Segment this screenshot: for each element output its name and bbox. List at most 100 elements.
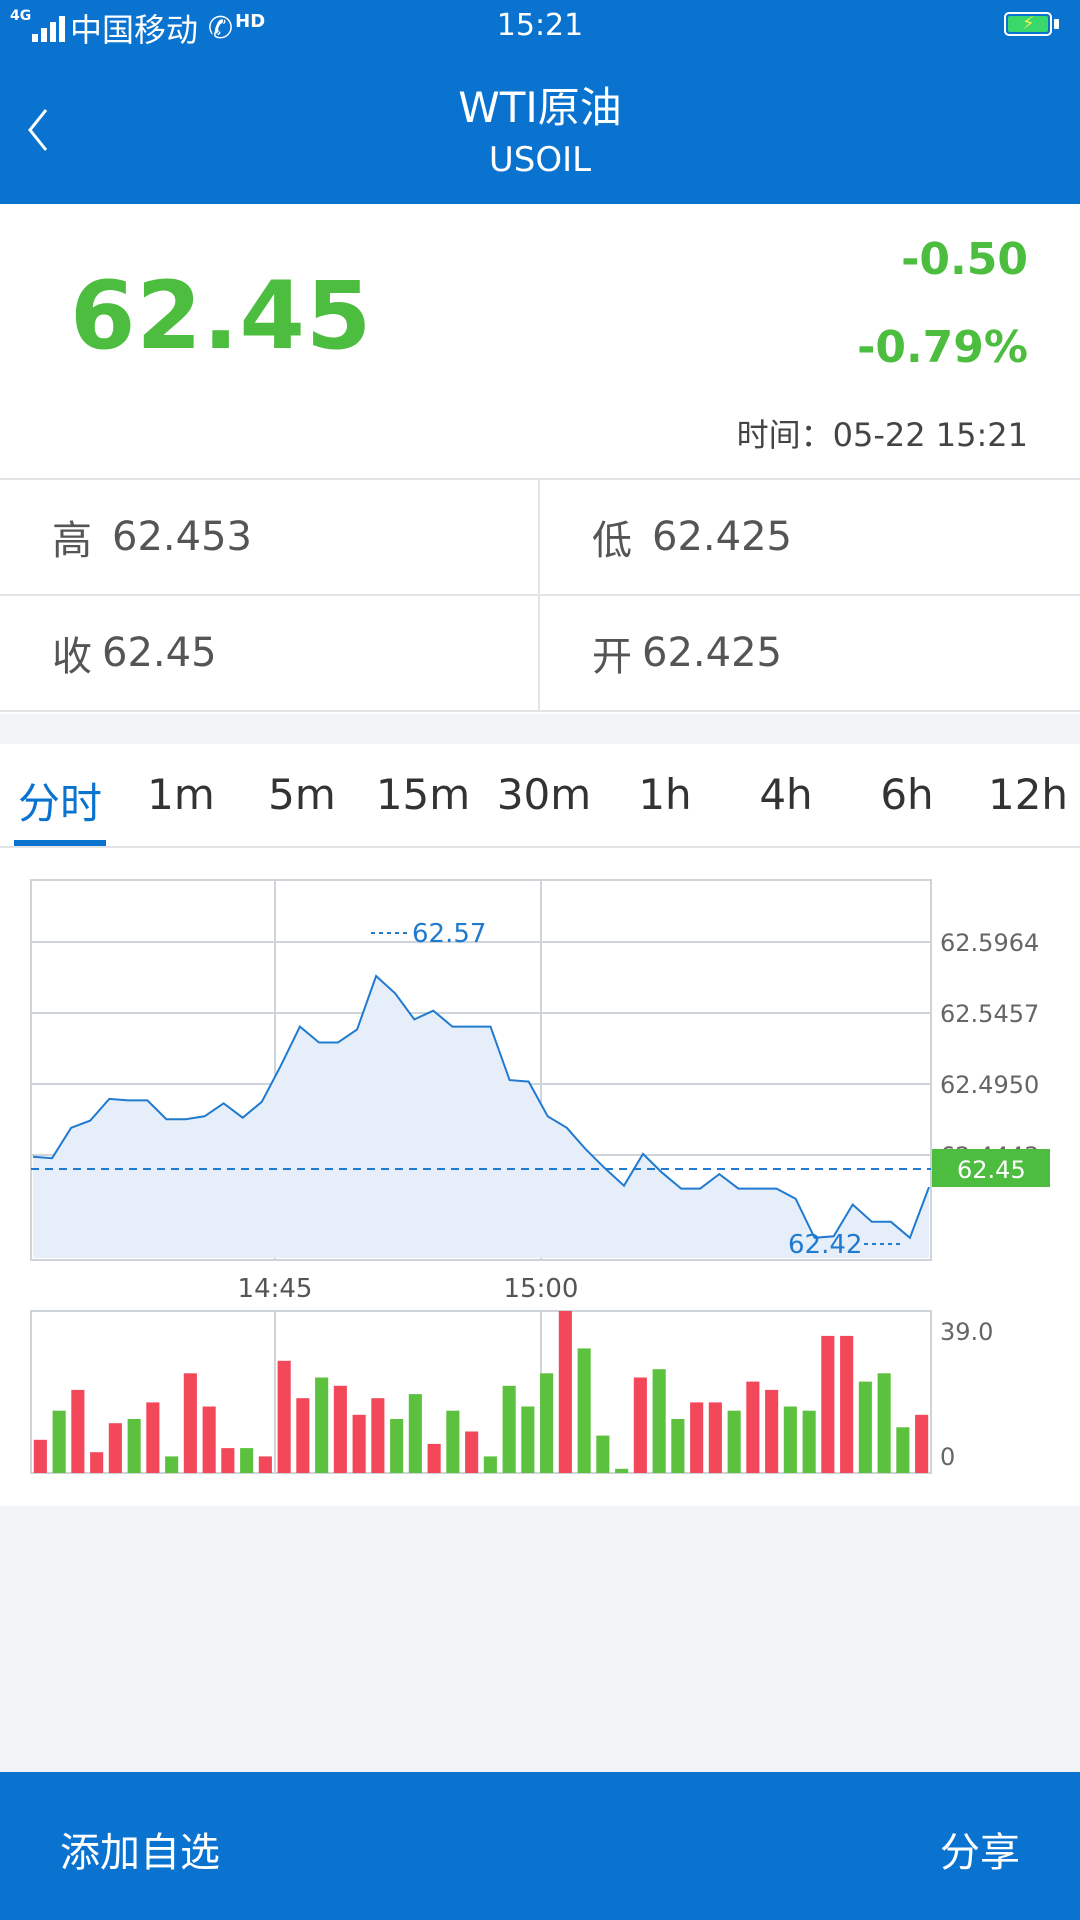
volume-bar [615, 1468, 629, 1473]
tab-30m[interactable]: 30m [496, 770, 592, 819]
volume-min-label: 0 [940, 1443, 955, 1471]
volume-bar [296, 1398, 310, 1473]
volume-bar [671, 1419, 685, 1473]
add-to-watchlist-button[interactable]: 添加自选 [60, 1830, 220, 1876]
tab-12h[interactable]: 12h [987, 770, 1069, 819]
volume-bar [896, 1427, 910, 1473]
status-time: 15:21 [496, 8, 584, 43]
top-bar: 4G 中国移动 ✆ HD 15:21 ⚡ WTI原油 USOIL [0, 0, 1080, 204]
stat-high-label: 高 [52, 518, 92, 564]
min-price-label: 62.42 [788, 1230, 862, 1260]
volume-bar [521, 1406, 535, 1473]
tab-1h[interactable]: 1h [638, 770, 692, 819]
back-button[interactable] [24, 100, 64, 160]
tab-5m[interactable]: 5m [268, 770, 336, 819]
volume-bar [483, 1456, 497, 1473]
bottom-action-bar: 添加自选 分享 [0, 1772, 1080, 1920]
stat-high: 高 62.453 [0, 480, 540, 596]
current-price-tag-text: 62.45 [957, 1156, 1026, 1184]
status-bar: 4G 中国移动 ✆ HD 15:21 ⚡ [0, 0, 1080, 54]
volume-bar [71, 1389, 85, 1473]
y-axis-labels: 62.5964 62.5457 62.4950 62.4443 [940, 929, 1039, 1170]
price-area [33, 976, 929, 1258]
tab-4h[interactable]: 4h [759, 770, 813, 819]
volume-bar [502, 1385, 516, 1473]
volume-bar [446, 1410, 460, 1473]
volume-bar [596, 1435, 610, 1473]
volume-bar [183, 1373, 197, 1473]
volume-bar [821, 1335, 835, 1473]
stat-close: 收 62.45 [0, 596, 540, 712]
tab-fenshi[interactable]: 分时 [17, 779, 102, 828]
signal-icon: 4G [10, 8, 65, 48]
volume-bar [840, 1335, 854, 1473]
volume-bar [90, 1452, 104, 1473]
volume-bar [52, 1410, 66, 1473]
volume-bar [333, 1385, 347, 1473]
stat-low: 低 62.425 [540, 480, 1080, 596]
volume-bar [633, 1377, 647, 1473]
carrier-name: 中国移动 [70, 11, 199, 49]
volume-bar [652, 1369, 666, 1473]
volume-bar [165, 1456, 179, 1473]
quote-panel: 62.45 -0.50 -0.79% 时间：05-22 15:21 [0, 204, 1080, 480]
volume-bar [783, 1406, 797, 1473]
volume-bar [408, 1394, 422, 1473]
volume-bar [427, 1443, 441, 1473]
page-title: WTI原油 [458, 83, 622, 132]
tab-15m[interactable]: 15m [375, 770, 471, 819]
x-axis-labels: 14:45 15:00 [238, 1274, 579, 1304]
volume-bar [540, 1373, 554, 1473]
quote-time: 时间：05-22 15:21 [737, 410, 1028, 456]
volume-bar [221, 1448, 235, 1473]
battery-charging-icon: ⚡ [1004, 12, 1060, 40]
stat-open-value: 62.425 [642, 630, 782, 676]
volume-bar [558, 1311, 572, 1473]
chevron-left-icon [28, 109, 48, 151]
volume-bar [33, 1439, 47, 1473]
price-line [32, 974, 930, 1240]
current-price-tag [932, 1149, 1050, 1187]
volume-bar [577, 1348, 591, 1473]
quote-time-value: 05-22 15:21 [832, 416, 1028, 454]
active-tab-indicator [14, 840, 106, 846]
stat-open: 开 62.425 [540, 596, 1080, 712]
volume-bar [765, 1389, 779, 1473]
phone-icon: ✆ [208, 10, 234, 46]
volume-bar [390, 1419, 404, 1473]
volume-bar [915, 1414, 929, 1473]
chart-panel: 62.5964 62.5457 62.4950 62.4443 62.45 62… [0, 848, 1080, 1506]
stat-low-value: 62.425 [652, 514, 792, 560]
volume-bar [708, 1402, 722, 1473]
volume-bar [802, 1410, 816, 1473]
stats-grid: 高 62.453 低 62.425 收 62.45 开 62.425 [0, 480, 1080, 714]
y-tick-label: 62.5964 [940, 929, 1039, 957]
timeframe-tabs: 分时 1m 5m 15m 30m 1h 4h 6h 12h [0, 744, 1080, 848]
y-tick-label: 62.4950 [940, 1071, 1039, 1099]
stat-close-label: 收 [52, 634, 92, 680]
tab-6h[interactable]: 6h [880, 770, 934, 819]
share-button[interactable]: 分享 [940, 1830, 1020, 1876]
volume-bar [858, 1381, 872, 1473]
tab-1m[interactable]: 1m [147, 770, 215, 819]
price-change-percent: -0.79% [857, 322, 1028, 373]
volume-bar [371, 1398, 385, 1473]
volume-bar [877, 1373, 891, 1473]
volume-bar [146, 1402, 160, 1473]
stat-close-value: 62.45 [102, 630, 217, 676]
volume-axis-labels: 39.0 0 [940, 1318, 993, 1471]
volume-bar [202, 1406, 216, 1473]
volume-bars [33, 1311, 929, 1473]
price-change: -0.50 [901, 234, 1028, 285]
volume-bar [465, 1431, 479, 1473]
volume-bar [127, 1419, 141, 1473]
volume-bar [108, 1423, 122, 1473]
volume-bar [352, 1414, 366, 1473]
price-volume-chart[interactable]: 62.5964 62.5457 62.4950 62.4443 62.45 62… [0, 848, 1080, 1506]
quote-time-label: 时间： [736, 416, 833, 454]
max-price-label: 62.57 [412, 919, 486, 949]
volume-bar [258, 1456, 272, 1473]
stat-open-label: 开 [592, 634, 632, 680]
stat-low-label: 低 [592, 518, 632, 564]
volume-bar [315, 1377, 329, 1473]
